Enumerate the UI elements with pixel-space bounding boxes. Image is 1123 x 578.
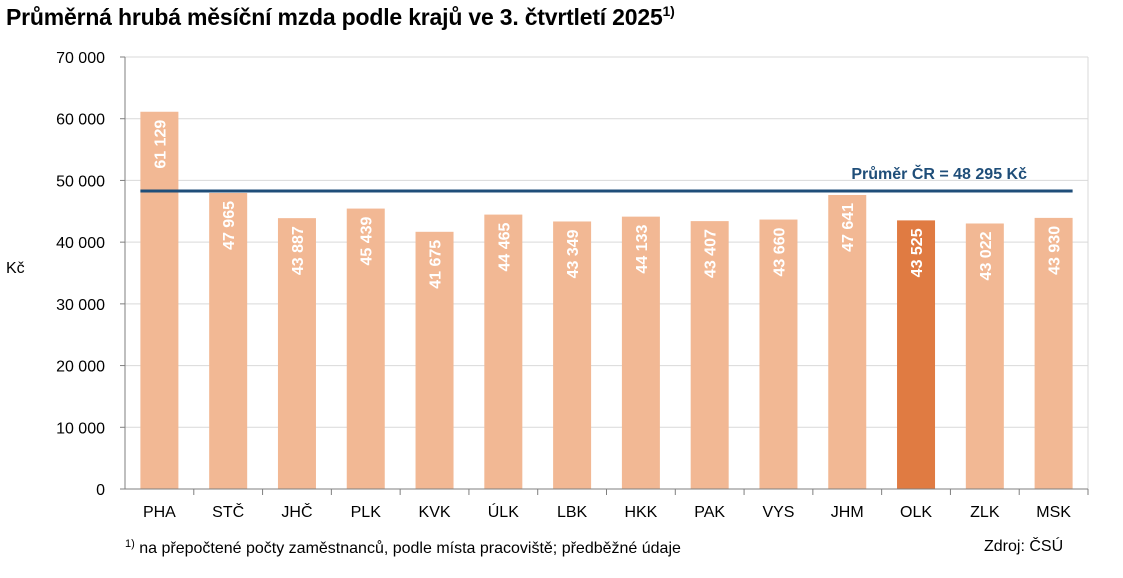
value-label: 44 133 [634, 225, 651, 274]
bar-pak [690, 221, 729, 489]
y-tick-label: 60 000 [56, 112, 105, 129]
x-tick-label: PAK [694, 504, 725, 521]
bars [140, 111, 1073, 490]
value-label: 43 930 [1047, 226, 1064, 275]
bar-pha [140, 111, 179, 490]
reference-line-group: Průměr ČR = 48 295 Kč [140, 164, 1073, 193]
x-tick-label: MSK [1036, 504, 1071, 521]
value-label: 43 022 [978, 231, 995, 280]
bar-lbk [553, 221, 592, 490]
x-tick-label: PLK [351, 504, 382, 521]
chart-title: Průměrná hrubá měsíční mzda podle krajů … [6, 3, 675, 30]
value-label: 44 465 [496, 222, 513, 271]
value-label: 43 525 [909, 228, 926, 277]
value-label: 47 641 [840, 203, 857, 252]
bar-vys [759, 219, 798, 490]
footnote-mark: 1) [125, 538, 135, 550]
bar-plk [346, 208, 385, 489]
bar-msk [1034, 217, 1073, 489]
x-tick-label: HKK [624, 504, 657, 521]
y-tick-label: 50 000 [56, 173, 105, 190]
y-tick-label: 0 [96, 482, 105, 499]
value-label: 43 349 [565, 229, 582, 278]
value-labels: 61 129 47 965 43 887 45 439 41 675 44 465 43 3… [152, 120, 1063, 289]
y-tick-label: 20 000 [56, 359, 105, 376]
x-tick-label: STČ [212, 502, 244, 521]
footnote: 1) na přepočtené počty zaměstnanců, podl… [125, 538, 681, 558]
value-label: 61 129 [152, 120, 169, 169]
y-axis-title: Kč [6, 260, 25, 277]
x-tick-label: JHČ [281, 502, 312, 521]
bar-zlk [965, 223, 1004, 489]
x-tick-label: LBK [557, 504, 588, 521]
value-label: 43 660 [771, 227, 788, 276]
footnote-text: na přepočtené počty zaměstnanců, podle m… [139, 540, 681, 557]
y-tick-label: 10 000 [56, 420, 105, 437]
bar-jhm [828, 194, 867, 489]
x-tick-label: KVK [419, 504, 451, 521]
source-note: Zdroj: ČSÚ [984, 538, 1064, 555]
grid-lines [125, 56, 1088, 428]
axes: 0 10 000 20 000 30 000 40 000 50 000 60 000 70 … [56, 50, 1089, 521]
value-label: 47 965 [221, 201, 238, 250]
x-tick-label: JHM [831, 504, 864, 521]
x-tick-label: OLK [900, 504, 932, 521]
value-label: 45 439 [359, 216, 376, 265]
x-tick-label: ZLK [970, 504, 1000, 521]
title-footnote-mark: 1) [662, 3, 675, 19]
bar-hkk [621, 216, 660, 489]
value-label: 43 887 [290, 226, 307, 275]
x-tick-label: ÚLK [488, 502, 519, 521]
bar-úlk [484, 214, 523, 489]
y-tick-label: 40 000 [56, 235, 105, 252]
value-label: 41 675 [428, 240, 445, 289]
x-tick-label: PHA [143, 504, 176, 521]
bar-jhč [277, 218, 316, 489]
y-tick-label: 70 000 [56, 50, 105, 67]
bar-kvk [415, 231, 454, 489]
bar-stč [209, 192, 248, 489]
y-tick-label: 30 000 [56, 297, 105, 314]
average-line-label: Průměr ČR = 48 295 Kč [851, 164, 1027, 183]
x-tick-label: VYS [762, 504, 794, 521]
value-label: 43 407 [703, 229, 720, 278]
bar-olk [897, 220, 936, 490]
